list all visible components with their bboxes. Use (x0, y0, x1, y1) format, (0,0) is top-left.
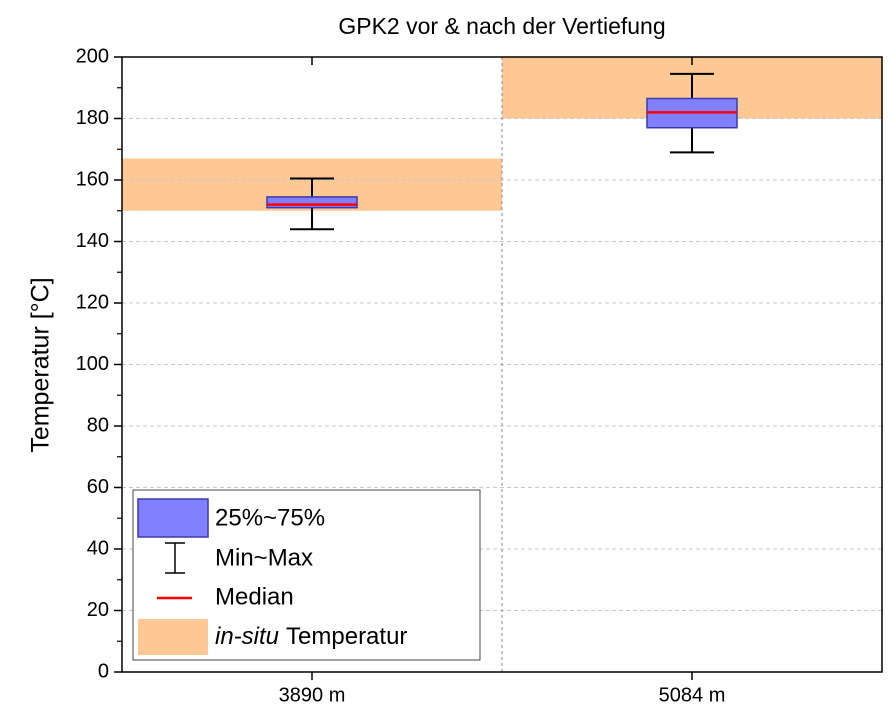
y-tick-label: 80 (87, 414, 109, 436)
legend-box-swatch (137, 498, 209, 538)
legend-label: 25%~75% (215, 504, 325, 531)
y-tick-label: 20 (87, 599, 109, 621)
legend-band-swatch (138, 619, 208, 655)
legend-label: Median (215, 583, 294, 610)
x-tick-label: 5084 m (659, 684, 726, 706)
y-tick-label: 180 (76, 107, 109, 129)
legend-label: in-situ Temperatur (215, 623, 407, 650)
y-tick-label: 40 (87, 537, 109, 559)
chart-title: GPK2 vor & nach der Vertiefung (338, 13, 665, 39)
y-tick-label: 120 (76, 291, 109, 313)
y-tick-label: 60 (87, 476, 109, 498)
y-tick-label: 160 (76, 168, 109, 190)
legend-label: Min~Max (215, 544, 313, 571)
y-axis-label: Temperatur [°C] (27, 277, 55, 452)
box (266, 196, 358, 209)
y-tick-label: 100 (76, 353, 109, 375)
legend-label-italic: in-situ (215, 623, 279, 650)
x-tick-label: 3890 m (279, 684, 346, 706)
y-tick-label: 200 (76, 45, 109, 67)
y-tick-label: 140 (76, 230, 109, 252)
y-tick-label: 0 (98, 660, 109, 682)
legend: 25%~75% Min~Max Median in-situ Temperatur (132, 489, 481, 661)
legend-label-rest: Temperatur (286, 623, 407, 650)
